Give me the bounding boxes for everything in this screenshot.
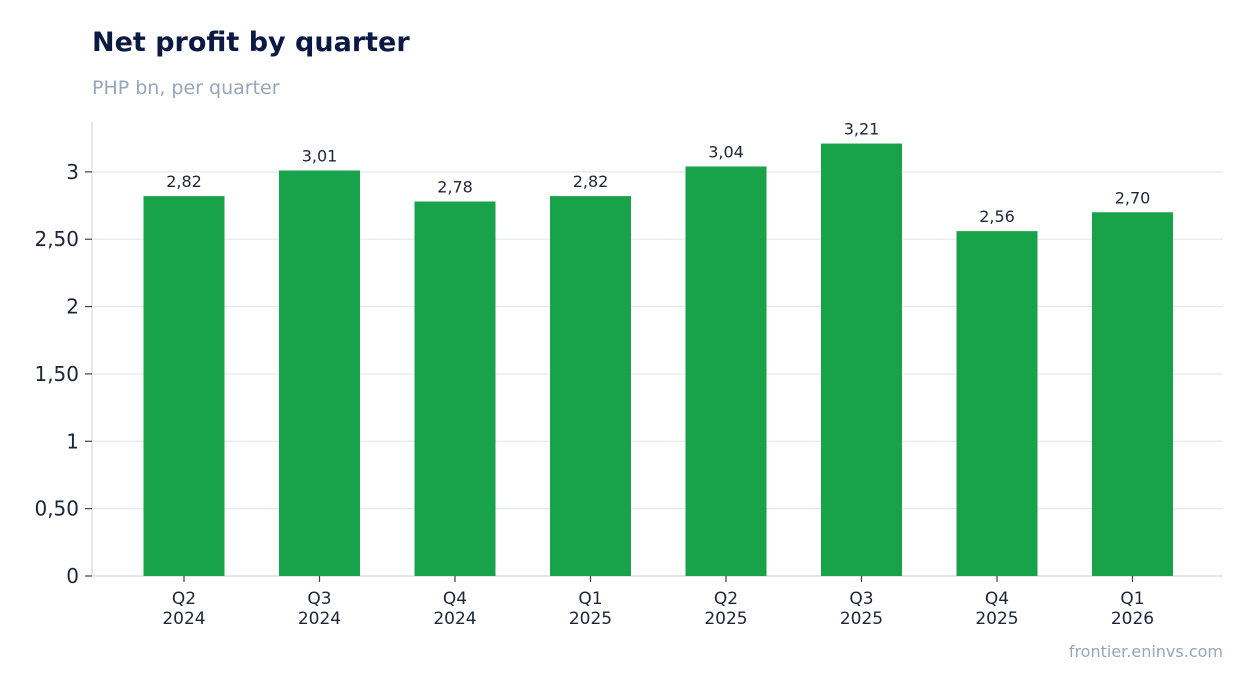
axes xyxy=(91,122,1223,577)
x-tick-label: Q1 2025 xyxy=(569,589,612,629)
x-tick-label: Q3 2025 xyxy=(840,589,883,629)
bar xyxy=(685,166,767,576)
data-label: 2,78 xyxy=(437,177,473,196)
y-tick-label: 1,50 xyxy=(34,362,79,386)
y-tick-label: 2,50 xyxy=(34,227,79,251)
x-tick-label: Q1 2026 xyxy=(1111,589,1154,629)
x-tick-label: Q2 2024 xyxy=(162,589,205,629)
bar xyxy=(956,231,1038,577)
y-tick-label: 1 xyxy=(66,429,79,453)
x-tick-label: Q4 2025 xyxy=(975,589,1018,629)
data-label: 3,21 xyxy=(844,120,880,139)
x-axis-ticks: Q2 2024 Q3 2024 Q4 2024 Q1 2025 Q2 2025 Q3 2025 Q4 20… xyxy=(162,576,1154,629)
chart-subtitle: PHP bn, per quarter xyxy=(92,77,280,99)
bars xyxy=(143,143,1173,577)
x-tick-label: Q4 2024 xyxy=(433,589,476,629)
bar xyxy=(821,143,902,576)
data-labels: 2,82 3,01 2,78 2,82 3,04 3,21 2,56 2,70 xyxy=(166,120,1150,227)
source-link[interactable]: frontier.eninvs.com xyxy=(1068,642,1223,661)
y-tick-label: 0,50 xyxy=(34,497,79,521)
y-tick-label: 2 xyxy=(66,295,79,319)
data-label: 3,01 xyxy=(302,146,338,165)
data-label: 2,82 xyxy=(573,172,609,191)
bar xyxy=(550,196,631,576)
y-axis-ticks: 0 0,50 1 1,50 2 2,50 3 xyxy=(34,160,92,588)
data-label: 2,70 xyxy=(1115,188,1151,207)
y-tick-label: 3 xyxy=(66,160,79,184)
x-tick-label: Q2 2025 xyxy=(704,589,747,629)
bar xyxy=(1092,212,1173,577)
bar xyxy=(279,170,360,576)
bar xyxy=(414,201,496,576)
data-label: 3,04 xyxy=(708,142,744,161)
gridlines xyxy=(92,171,1223,510)
bar xyxy=(143,196,225,576)
chart-title: Net profit by quarter xyxy=(92,27,410,58)
y-tick-label: 0 xyxy=(66,564,79,588)
data-label: 2,56 xyxy=(979,207,1015,226)
data-label: 2,82 xyxy=(166,172,202,191)
x-tick-label: Q3 2024 xyxy=(298,589,341,629)
